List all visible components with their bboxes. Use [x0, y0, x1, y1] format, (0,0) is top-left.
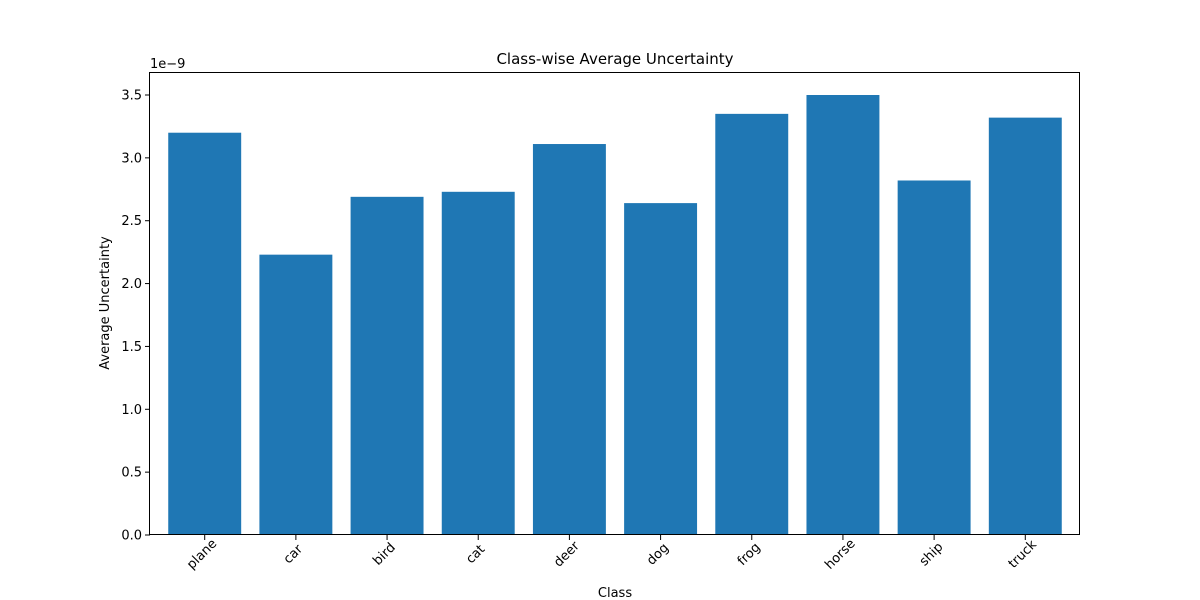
y-tick-label: 3.0 — [121, 151, 142, 166]
x-tick-label: plane — [184, 536, 220, 572]
x-tick-label: truck — [1006, 537, 1041, 572]
y-tick-label: 3.5 — [121, 89, 142, 104]
bar-horse — [806, 95, 880, 535]
y-tick-label: 0.0 — [121, 529, 142, 544]
y-tick-label: 2.5 — [121, 214, 142, 229]
y-axis-title: Average Uncertainty — [98, 236, 113, 370]
bars — [168, 95, 1062, 536]
x-tick-label: ship — [917, 540, 947, 570]
x-axis-title: Class — [598, 586, 632, 600]
bar-ship — [897, 180, 971, 536]
bar-bird — [350, 196, 424, 535]
y-tick-label: 2.0 — [121, 277, 142, 292]
y-offset-label: 1e−9 — [150, 57, 185, 72]
plot-frame — [149, 72, 1080, 535]
y-tick-label: 0.5 — [121, 466, 142, 481]
bar-truck — [988, 117, 1062, 535]
x-axis-ticks: plane car bird cat deer dog frog horse ship truck — [184, 535, 1040, 573]
x-tick-label: car — [281, 542, 307, 568]
y-axis-ticks: 0.0 0.5 1.0 1.5 2.0 2.5 3.0 3.5 — [121, 89, 150, 544]
bar-cat — [441, 191, 515, 536]
x-tick-label: bird — [370, 540, 398, 568]
y-tick-label: 1.0 — [121, 403, 142, 418]
bar-car — [259, 254, 333, 535]
x-tick-label: dog — [644, 541, 672, 569]
bar-frog — [715, 113, 789, 536]
x-tick-label: horse — [822, 536, 858, 572]
y-tick-label: 1.5 — [121, 340, 142, 355]
chart-title: Class-wise Average Uncertainty — [496, 50, 733, 68]
bar-dog — [624, 203, 698, 536]
x-tick-label: frog — [735, 540, 764, 569]
x-tick-label: deer — [551, 538, 583, 570]
bar-plane — [168, 132, 242, 535]
x-tick-label: cat — [463, 542, 488, 567]
bar-deer — [532, 144, 606, 535]
